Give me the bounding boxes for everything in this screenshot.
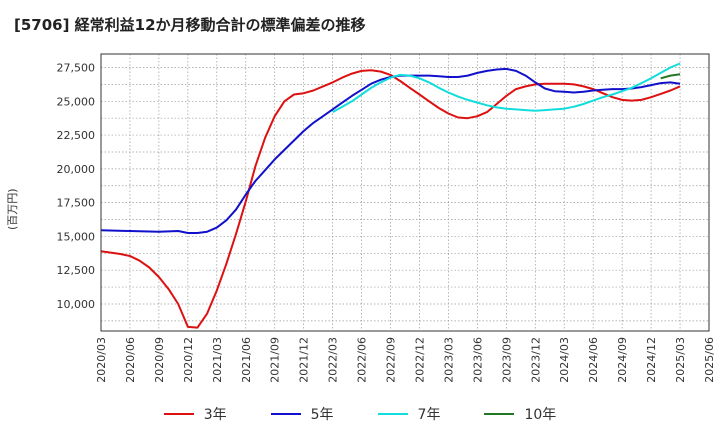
x-tick-label: 2023/03 [442,337,455,383]
x-tick-label: 2020/06 [124,337,137,383]
x-tick-label: 2021/03 [211,337,224,383]
x-tick-label: 2022/06 [356,337,369,383]
x-tick-label: 2024/09 [616,337,629,383]
legend-swatch [377,413,408,415]
x-tick-label: 2023/06 [471,337,484,383]
legend-item-4: 10年 [484,404,556,424]
y-tick-label: 10,000 [57,298,96,311]
y-tick-label: 25,000 [57,95,96,108]
legend-item-1: 3年 [163,404,227,424]
x-tick-label: 2022/03 [327,337,340,383]
y-tick-label: 27,500 [57,62,96,75]
plot-area [101,54,709,331]
legend-label: 7年 [417,407,441,423]
x-tick-label: 2025/06 [703,337,716,383]
x-tick-label: 2023/09 [500,337,513,383]
x-tick-label: 2020/12 [182,337,195,383]
x-tick-label: 2022/12 [413,337,426,383]
series-line-2 [100,67,681,234]
legend-swatch [484,413,515,415]
y-tick-label: 15,000 [57,230,96,243]
x-tick-label: 2024/06 [587,337,600,383]
y-tick-label: 20,000 [57,163,96,176]
chart-title: [5706] 経常利益12か月移動合計の標準偏差の推移 [14,16,366,34]
x-tick-label: 2021/06 [240,337,253,383]
legend-label: 10年 [524,407,557,423]
y-tick-label: 17,500 [57,197,96,210]
x-tick-label: 2024/12 [645,337,658,383]
series-line-3 [332,62,681,113]
series-layer [100,62,681,329]
x-tick-label: 2020/09 [153,337,166,383]
legend-item-3: 7年 [377,404,441,424]
x-tick-label: 2024/03 [558,337,571,383]
y-tick-labels: 10,000 12,500 15,000 17,500 20,000 22,500 25,0… [57,62,96,311]
x-tick-label: 2025/03 [674,337,687,383]
legend-label: 3年 [203,407,227,423]
x-tick-labels: 2020/03 2020/06 2020/09 2020/12 2021/03 2021/… [95,337,716,383]
y-tick-label: 22,500 [57,129,96,142]
series-line-4 [660,73,681,80]
legend-swatch [163,413,194,415]
legend-swatch [270,413,301,415]
x-tick-label: 2023/12 [529,337,542,383]
series-line-1 [100,69,681,329]
x-tick-label: 2021/09 [269,337,282,383]
x-tick-label: 2022/09 [385,337,398,383]
legend-item-2: 5年 [270,404,334,424]
y-tick-label: 12,500 [57,264,96,277]
legend-label: 5年 [310,407,334,423]
plot-frame [100,53,710,332]
x-tick-label: 2021/12 [298,337,311,383]
x-tick-label: 2020/03 [95,337,108,383]
chart-legend: 3年 5年 7年 10年 [0,402,720,426]
